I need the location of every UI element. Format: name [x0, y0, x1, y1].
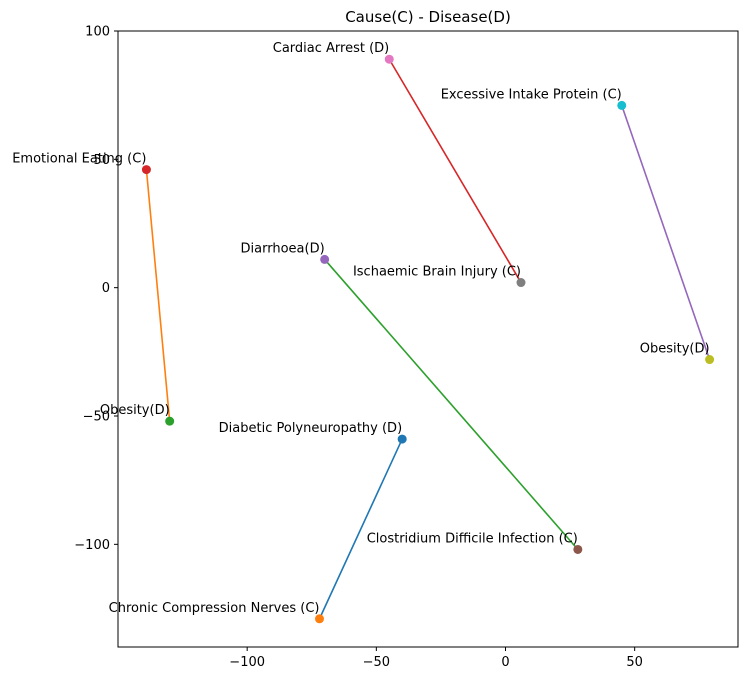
- point-label: Ischaemic Brain Injury (C): [353, 265, 521, 280]
- data-point: [617, 100, 627, 110]
- data-point: [315, 614, 324, 624]
- x-tick-label: −50: [363, 655, 390, 670]
- y-axis: −100 −50 0 50 100: [74, 25, 118, 553]
- point-label: Clostridium Difficile Infection (C): [367, 531, 578, 546]
- link-line: [324, 258, 579, 550]
- data-point: [397, 434, 407, 444]
- data-point: [573, 544, 583, 554]
- data-point: [516, 278, 526, 288]
- point-label: Obesity(D): [640, 342, 710, 357]
- data-point: [141, 165, 151, 175]
- data-point: [384, 54, 394, 64]
- link-line: [388, 58, 522, 283]
- data-point: [165, 416, 175, 426]
- y-tick-label: 0: [102, 281, 110, 296]
- link-line: [318, 438, 403, 620]
- point-label: Cardiac Arrest (D): [273, 41, 390, 56]
- plot-frame: [117, 30, 739, 648]
- x-tick-label: 50: [626, 655, 643, 670]
- x-axis: −100 −50 0 50: [229, 647, 643, 670]
- data-point: [705, 355, 715, 365]
- point-label: Excessive Intake Protein (C): [441, 87, 622, 102]
- point-label: Diabetic Polyneuropathy (D): [219, 421, 403, 436]
- y-tick-label: −100: [74, 538, 110, 553]
- labels-layer: Chronic Compression Nerves (C) Diabetic P…: [12, 41, 709, 616]
- y-tick-label: −50: [83, 410, 110, 425]
- points-layer: [141, 54, 715, 624]
- y-tick-label: 100: [85, 25, 110, 40]
- y-tick-label: 50: [93, 153, 110, 168]
- point-label: Emotional Eating (C): [12, 152, 146, 167]
- data-point: [320, 254, 330, 264]
- point-label: Obesity(D): [100, 403, 170, 418]
- links-layer: [145, 58, 711, 620]
- link-line: [620, 105, 711, 360]
- x-tick-label: 0: [501, 655, 509, 670]
- point-label: Chronic Compression Nerves (C): [109, 601, 320, 616]
- x-tick-label: −100: [229, 655, 265, 670]
- point-label: Diarrhoea(D): [241, 241, 325, 256]
- link-line: [145, 169, 171, 422]
- chart-title: Cause(C) - Disease(D): [345, 8, 511, 26]
